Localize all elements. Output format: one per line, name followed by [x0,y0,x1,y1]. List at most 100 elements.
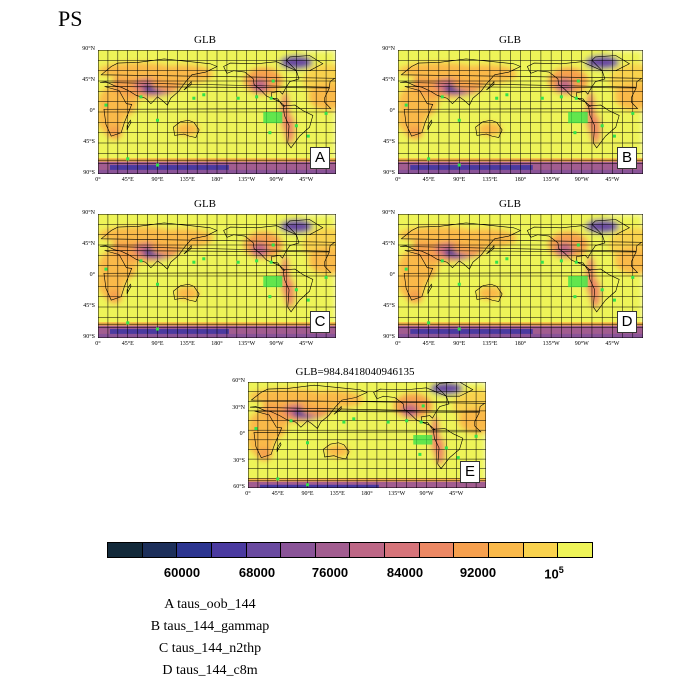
panel-letter: D [617,311,637,333]
panel-letter: C [310,311,330,333]
lon-tick-label: 90°W [574,341,589,347]
lon-tick-label: 45°W [605,177,620,183]
lon-tick-label: 45°E [271,491,284,497]
station-cluster [568,112,588,124]
lat-tick-label: 60°N [232,378,245,384]
lat-tick-label: 0° [89,108,95,114]
station-cluster [263,112,283,124]
colorbar-swatch [108,543,143,557]
lon-tick-label: 180° [514,177,527,183]
map-canvas [98,50,336,174]
grid-lines [98,214,336,338]
lat-tick-label: 90°S [83,170,95,176]
map-panel-b: GLB 90°N 45°N 0° 45°S 90°S 0° 45°E 90°E 135°E 180… [370,34,650,194]
colorbar-swatch [558,543,592,557]
panel-letter: B [617,147,637,169]
lon-tick-label: 135°E [179,341,195,347]
lon-tick-label: 90°E [151,341,164,347]
lon-tick-label: 45°W [449,491,464,497]
lat-tick-label: 60°S [233,484,245,490]
lon-tick-label: 135°E [482,177,498,183]
lat-tick-label: 90°S [83,334,95,340]
lon-tick-label: 135°W [542,177,560,183]
lon-tick-label: 180° [211,177,223,183]
lat-tick-label: 45°N [382,77,395,83]
panel-title: GLB=984.8418040946135 [295,366,415,378]
lat-tick-label: 30°N [232,404,245,411]
map-panel-c: GLB 90°N 45°N 0° 45°S 90°S 0° 45°E 90°E 135°E 180… [70,198,340,358]
panel-title: GLB [194,34,216,46]
lat-tick-label: 45°N [382,241,395,247]
station-markers [404,79,635,167]
colorbar-swatch [142,543,178,557]
legend-line: A taus_oob_144 [164,597,256,612]
lon-tick-label: 0° [95,341,101,347]
colorbar-swatch [246,543,282,557]
lat-tick-label: 90°N [82,46,95,52]
lat-tick-label: 0° [389,272,395,278]
panel-title: GLB [499,198,521,210]
lon-tick-label: 45°E [121,341,134,347]
legend-line: B taus_144_gammap [150,619,270,634]
lat-tick-label: 45°N [82,241,95,247]
map-canvas [398,214,643,338]
lat-tick-label: 90°N [82,210,95,216]
colorbar-label: 68000 [238,565,276,580]
station-markers [104,79,328,167]
lat-tick-label: 90°S [383,170,395,176]
lon-tick-label: 90°E [453,177,466,183]
map-canvas [398,50,643,174]
colorbar-label: 84000 [386,565,424,580]
station-markers [104,243,328,331]
lat-tick-label: 30°S [233,457,245,464]
colorbar-label: 105 [544,565,564,582]
colorbar-swatch [419,543,455,557]
grid-lines [248,382,486,488]
colorbar-swatch [454,543,490,557]
page-title: PS [58,6,83,31]
lat-tick-label: 0° [389,108,395,114]
lon-tick-label: 45°E [121,177,134,183]
lon-tick-label: 90°E [151,177,164,183]
lat-tick-label: 90°N [382,210,395,216]
lon-tick-label: 90°W [574,177,589,183]
lon-tick-label: 135°E [482,341,498,347]
lat-tick-label: 0° [89,272,95,278]
lon-tick-label: 45°W [299,177,314,183]
colorbar-label: 60000 [163,565,201,580]
colorbar-label: 76000 [311,565,349,580]
legend-line: C taus_144_n2thp [158,641,262,656]
grid-lines [398,50,643,174]
station-markers [254,404,478,487]
lon-tick-label: 90°W [269,341,284,347]
lon-tick-label: 135°W [238,341,256,347]
map-panel-a: GLB 90°N 45°N 0° 45°S 90°S 0° 45°E 90°E 135°E 180… [70,34,340,194]
lat-tick-label: 90°N [382,46,395,52]
lon-tick-label: 0° [95,177,101,183]
lat-tick-label: 45°S [383,139,395,145]
lon-tick-label: 180° [514,341,527,347]
colorbar-swatch [385,543,420,557]
colorbar-swatch [177,543,212,557]
lon-tick-label: 0° [395,341,401,347]
lat-tick-label: 45°N [82,77,95,83]
lon-tick-label: 90°W [419,491,434,497]
lon-tick-label: 0° [395,177,401,183]
station-cluster [263,276,283,288]
map-panel-e: GLB=984.8418040946135 60°N 30°N 0° 30°S 60°S… [220,366,490,522]
lat-tick-label: 0° [239,431,245,437]
panel-title: GLB [499,34,521,46]
legend-line: D taus_144_c8m [162,663,258,678]
colorbar-swatch [523,543,559,557]
map-canvas [98,214,336,338]
lon-tick-label: 135°W [388,491,406,497]
colorbar-swatch [211,543,247,557]
lon-tick-label: 90°E [453,341,466,347]
lon-tick-label: 90°W [269,177,284,183]
lat-tick-label: 90°S [383,334,395,340]
panel-title: GLB [194,198,216,210]
map-panel-d: GLB 90°N 45°N 0° 45°S 90°S 0° 45°E 90°E 135°E 180… [370,198,650,358]
lon-tick-label: 135°W [238,177,256,183]
station-cluster [568,276,588,288]
lon-tick-label: 135°W [542,341,560,347]
